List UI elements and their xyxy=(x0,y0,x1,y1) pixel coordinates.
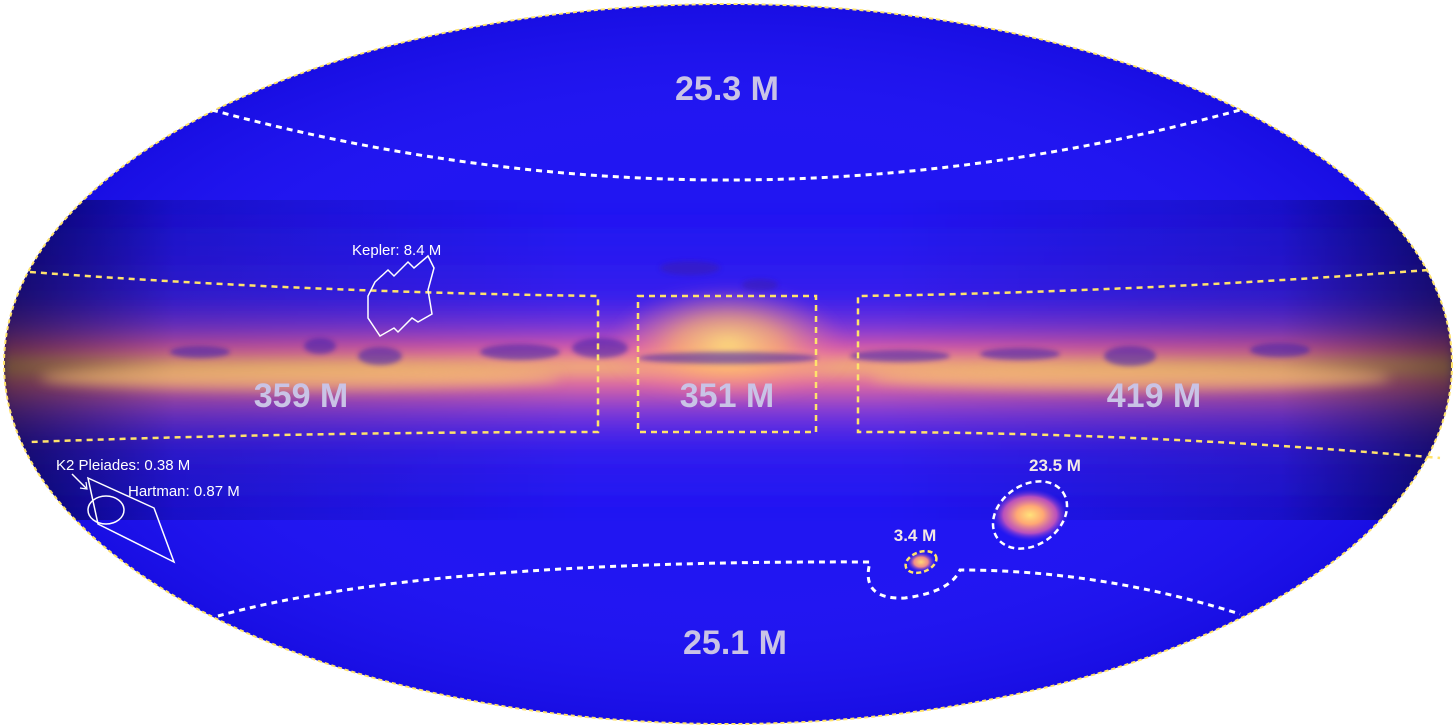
k2-pleiades-label: K2 Pleiades: 0.38 M xyxy=(56,457,190,474)
kepler-field xyxy=(367,254,435,337)
lmc-boundary xyxy=(991,480,1069,550)
pointer-arrow xyxy=(71,473,87,489)
lmc-count: 23.5 M xyxy=(1029,456,1081,475)
smc-boundary xyxy=(904,549,938,575)
north-cap-count: 25.3 M xyxy=(675,70,779,108)
south-cap-count: 25.1 M xyxy=(683,624,787,662)
kepler-label: Kepler: 8.4 M xyxy=(352,242,441,259)
map-outline xyxy=(3,3,1453,725)
plane-right-count: 419 M xyxy=(1107,377,1202,415)
hartman-field xyxy=(86,476,176,564)
lmc-glow xyxy=(992,489,1068,541)
hartman-label: Hartman: 0.87 M xyxy=(128,483,240,500)
plane-left-count: 359 M xyxy=(254,377,349,415)
smc-glow xyxy=(907,552,935,572)
galactic-plane xyxy=(4,200,1452,520)
k2-pleiades-field xyxy=(87,495,125,525)
north-cap-boundary xyxy=(211,108,1241,182)
plane-center-count: 351 M xyxy=(680,377,775,415)
smc-count: 3.4 M xyxy=(894,526,937,545)
plane-boundaries xyxy=(29,268,1441,460)
k2-hartman-fields xyxy=(71,473,176,564)
